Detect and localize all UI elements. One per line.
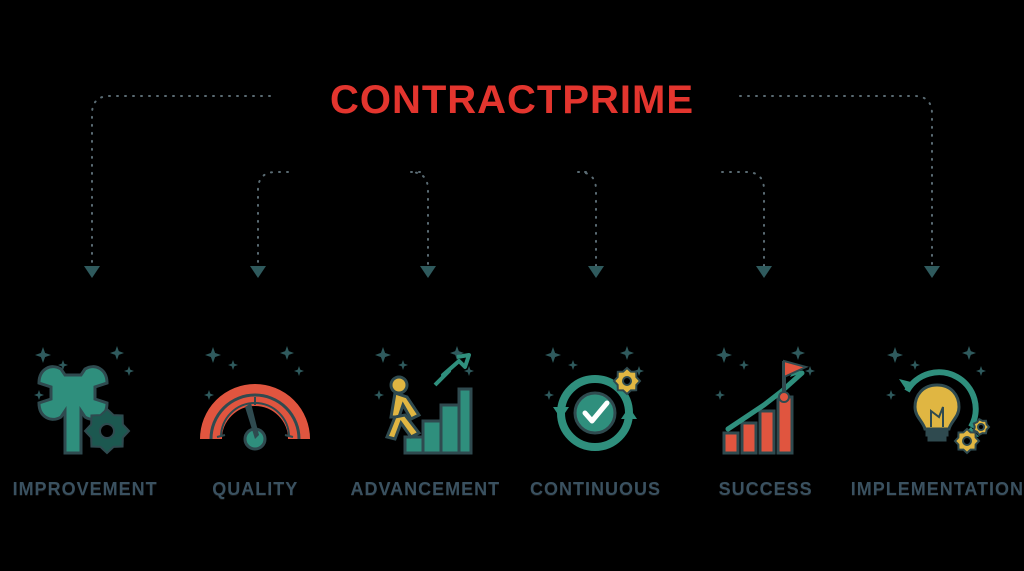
item-label: iMPLEMENTATiON [851,479,1024,500]
item-success: SUCCESS [681,341,851,500]
items-row: IMPROVEMENT QUALiTY [0,280,1024,500]
item-label: CONTiNUOUS [530,479,661,500]
item-label: ADVANCEMENT [351,479,501,500]
main-title: CONTRACTPRIME [330,78,694,123]
gauge-icon [195,341,315,461]
item-advancement: ADVANCEMENT [340,341,510,500]
bar-flag-icon [706,341,826,461]
item-continuous: CONTiNUOUS [510,341,680,500]
stairs-person-icon [365,341,485,461]
item-implementation: iMPLEMENTATiON [851,341,1024,500]
item-label: IMPROVEMENT [13,479,158,500]
bulb-gear-cycle-icon [877,341,997,461]
item-label: SUCCESS [719,479,813,500]
cycle-check-icon [535,341,655,461]
item-label: QUALiTY [212,479,298,500]
item-improvement: IMPROVEMENT [0,341,170,500]
item-quality: QUALiTY [170,341,340,500]
wrench-gear-icon [25,341,145,461]
